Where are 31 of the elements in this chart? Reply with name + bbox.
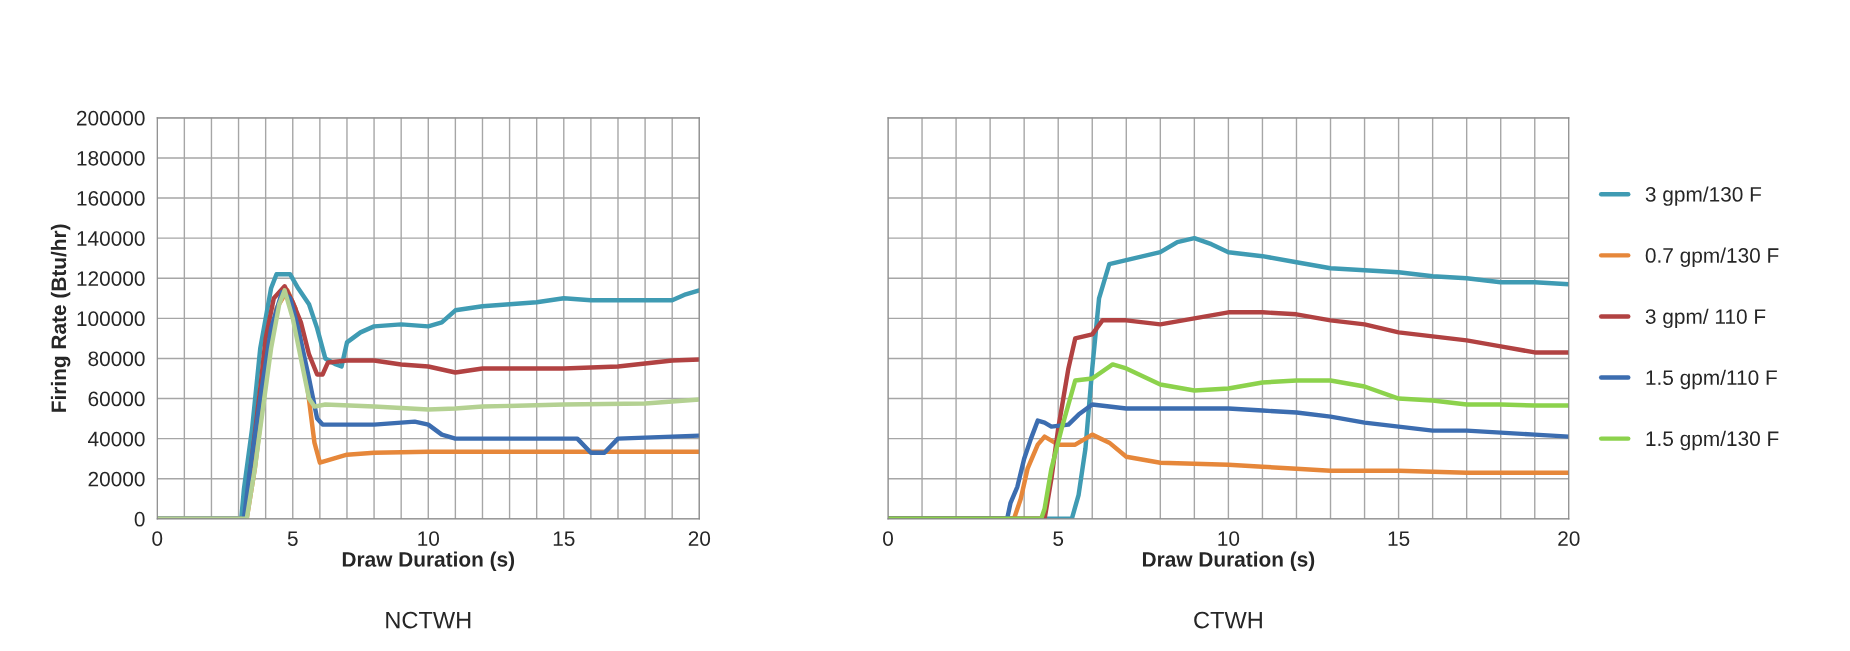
y-tick-label: 40000 — [88, 431, 145, 447]
y-tick-label: 120000 — [77, 271, 145, 286]
legend-label: 0.7 gpm/130 F — [1645, 247, 1779, 267]
x-tick-label: 5 — [287, 531, 298, 546]
x-tick-label: 5 — [1053, 531, 1064, 546]
legend-label: 3 gpm/130 F — [1645, 186, 1762, 206]
y-tick-label: 20000 — [88, 471, 145, 487]
y-tick-label: 160000 — [77, 191, 145, 206]
text: NCTWH — [386, 611, 471, 629]
y-tick-label: 180000 — [77, 150, 145, 166]
legend-label: 3 gpm/ 110 F — [1645, 308, 1766, 329]
x-tick-label: 15 — [553, 531, 575, 546]
x-tick-label: 10 — [418, 531, 440, 546]
y-tick-label: 0 — [134, 511, 145, 527]
x-tick-label: 10 — [1218, 531, 1240, 546]
x-tick-label: 0 — [152, 531, 163, 546]
y-axis-title: Firing Rate (Btu/hr) — [50, 224, 71, 412]
x-tick-label: 20 — [688, 531, 711, 546]
legend-label: 1.5 gpm/110 F — [1646, 369, 1777, 390]
y-tick-label: 100000 — [77, 311, 145, 327]
y-tick-label: 60000 — [88, 391, 145, 407]
x-tick-label: 0 — [883, 531, 893, 546]
x-axis-title: Draw Duration (s) — [1142, 551, 1315, 571]
x-axis-title: Draw Duration (s) — [342, 551, 515, 571]
legend-label: 1.5 gpm/130 F — [1646, 430, 1779, 451]
x-tick-label: 15 — [1388, 531, 1410, 546]
y-tick-label: 140000 — [77, 231, 145, 246]
x-tick-label: 20 — [1558, 531, 1580, 546]
y-tick-label: 200000 — [76, 110, 145, 126]
y-tick-label: 80000 — [88, 351, 145, 367]
text: CTWH — [1194, 611, 1262, 629]
